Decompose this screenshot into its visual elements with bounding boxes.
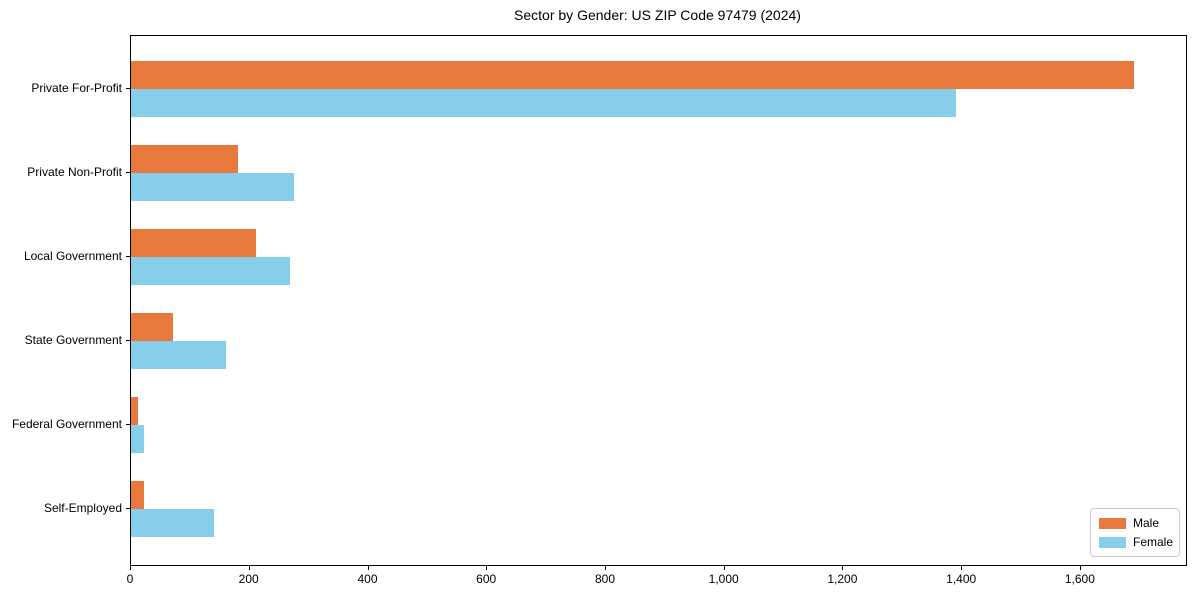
y-axis-label: Local Government bbox=[23, 249, 122, 263]
bar-female-1 bbox=[131, 173, 294, 201]
x-tick-label: 1,200 bbox=[827, 572, 858, 586]
chart-title: Sector by Gender: US ZIP Code 97479 (202… bbox=[514, 7, 801, 23]
bar-female-0 bbox=[131, 89, 957, 117]
x-tick-mark bbox=[486, 566, 488, 570]
bar-female-5 bbox=[131, 509, 215, 537]
x-tick-mark bbox=[367, 566, 369, 570]
x-tick-label: 0 bbox=[126, 572, 134, 586]
bar-male-1 bbox=[131, 145, 238, 173]
y-axis-label: Private For-Profit bbox=[31, 81, 122, 95]
x-tick-mark bbox=[248, 566, 250, 570]
x-tick-mark bbox=[130, 566, 131, 570]
y-tick-mark bbox=[126, 424, 130, 425]
legend-label: Male bbox=[1133, 516, 1160, 530]
x-tick-mark bbox=[961, 566, 963, 570]
y-tick-mark bbox=[126, 172, 130, 173]
x-tick-label: 800 bbox=[594, 572, 616, 586]
bar-female-3 bbox=[131, 341, 226, 369]
legend: Male Female bbox=[1090, 508, 1180, 557]
y-axis-label: Private Non-Profit bbox=[27, 165, 122, 179]
y-axis-label: Federal Government bbox=[11, 417, 122, 431]
x-tick-label: 1,400 bbox=[946, 572, 977, 586]
x-tick-label: 600 bbox=[476, 572, 497, 586]
x-tick-label: 1,000 bbox=[708, 572, 739, 586]
x-tick-mark bbox=[842, 566, 844, 570]
y-axis-label: State Government bbox=[24, 333, 122, 347]
x-tick-mark bbox=[1079, 566, 1081, 570]
bar-female-2 bbox=[131, 257, 291, 285]
y-tick-mark bbox=[126, 256, 130, 257]
legend-swatch-female bbox=[1099, 536, 1126, 548]
bar-male-4 bbox=[131, 397, 139, 425]
legend-item-female: Female bbox=[1099, 535, 1174, 549]
legend-swatch-male bbox=[1099, 517, 1126, 529]
y-tick-mark bbox=[126, 508, 130, 509]
bar-male-0 bbox=[131, 61, 1135, 89]
x-tick-label: 400 bbox=[357, 572, 378, 586]
plot-area bbox=[130, 35, 1187, 566]
x-tick-label: 200 bbox=[238, 572, 259, 586]
y-axis-label: Self-Employed bbox=[43, 501, 122, 515]
bar-male-2 bbox=[131, 229, 256, 257]
bar-male-5 bbox=[131, 481, 145, 509]
legend-label: Female bbox=[1133, 535, 1174, 549]
x-tick-mark bbox=[723, 566, 725, 570]
bar-male-3 bbox=[131, 313, 173, 341]
x-tick-label: 1,600 bbox=[1064, 572, 1095, 586]
bar-female-4 bbox=[131, 425, 145, 453]
y-tick-mark bbox=[126, 340, 130, 341]
y-tick-mark bbox=[126, 88, 130, 89]
legend-item-male: Male bbox=[1099, 516, 1171, 530]
x-tick-mark bbox=[605, 566, 606, 570]
